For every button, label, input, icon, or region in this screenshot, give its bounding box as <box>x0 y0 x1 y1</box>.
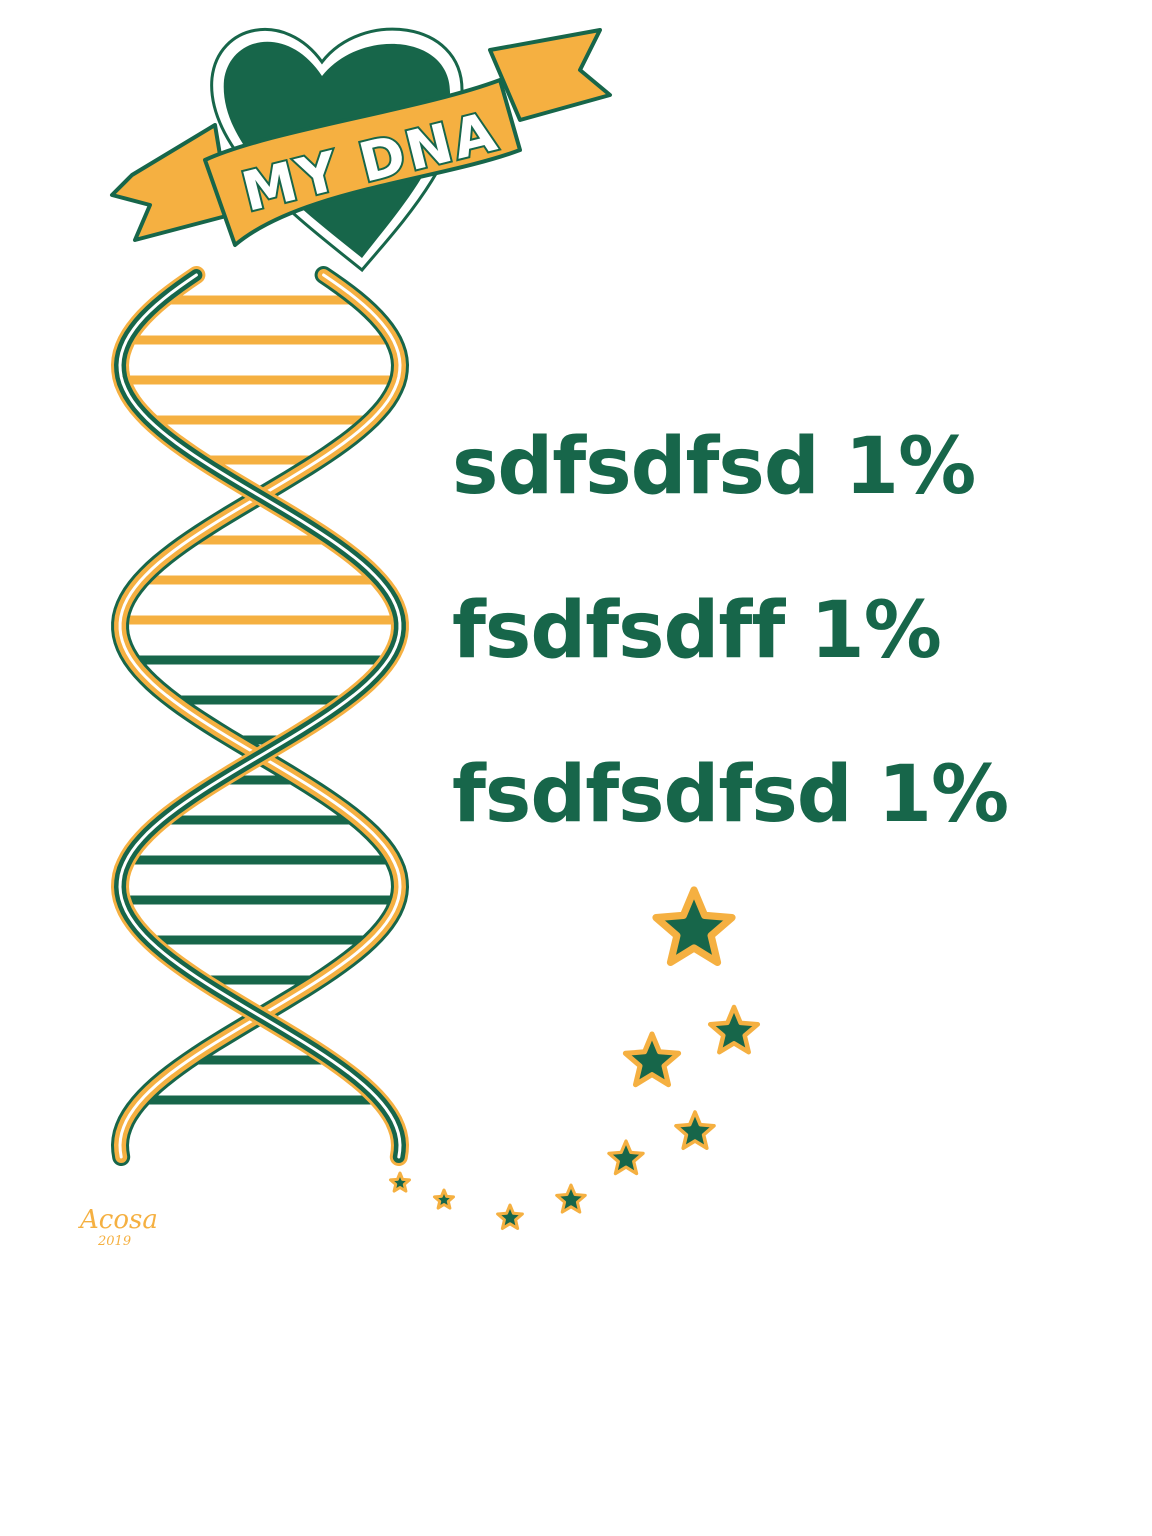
star-icon <box>607 1139 645 1176</box>
dna-strand-highlight <box>118 273 402 1159</box>
signature-year: 2019 <box>97 1234 131 1249</box>
artist-signature: Acosa 2019 <box>78 1205 158 1249</box>
star-icon <box>652 886 736 966</box>
star-icon <box>555 1183 587 1214</box>
star-icon <box>674 1110 716 1150</box>
ancestry-line-1: sdfsdfsd 1% <box>452 422 976 512</box>
dna-strand-highlight <box>118 273 402 1159</box>
star-icon <box>389 1171 411 1193</box>
dna-strand-outline <box>110 266 410 1166</box>
signature-name: Acosa <box>78 1205 158 1235</box>
ancestry-line-3: fsdfsdfsd 1% <box>452 750 1009 840</box>
star-icon <box>433 1188 455 1210</box>
ancestry-line-2: fsdfsdff 1% <box>452 586 942 676</box>
star-trail <box>389 886 761 1230</box>
star-icon <box>622 1031 682 1088</box>
dna-helix <box>110 266 410 1166</box>
star-icon <box>496 1203 524 1230</box>
star-icon <box>707 1004 761 1055</box>
